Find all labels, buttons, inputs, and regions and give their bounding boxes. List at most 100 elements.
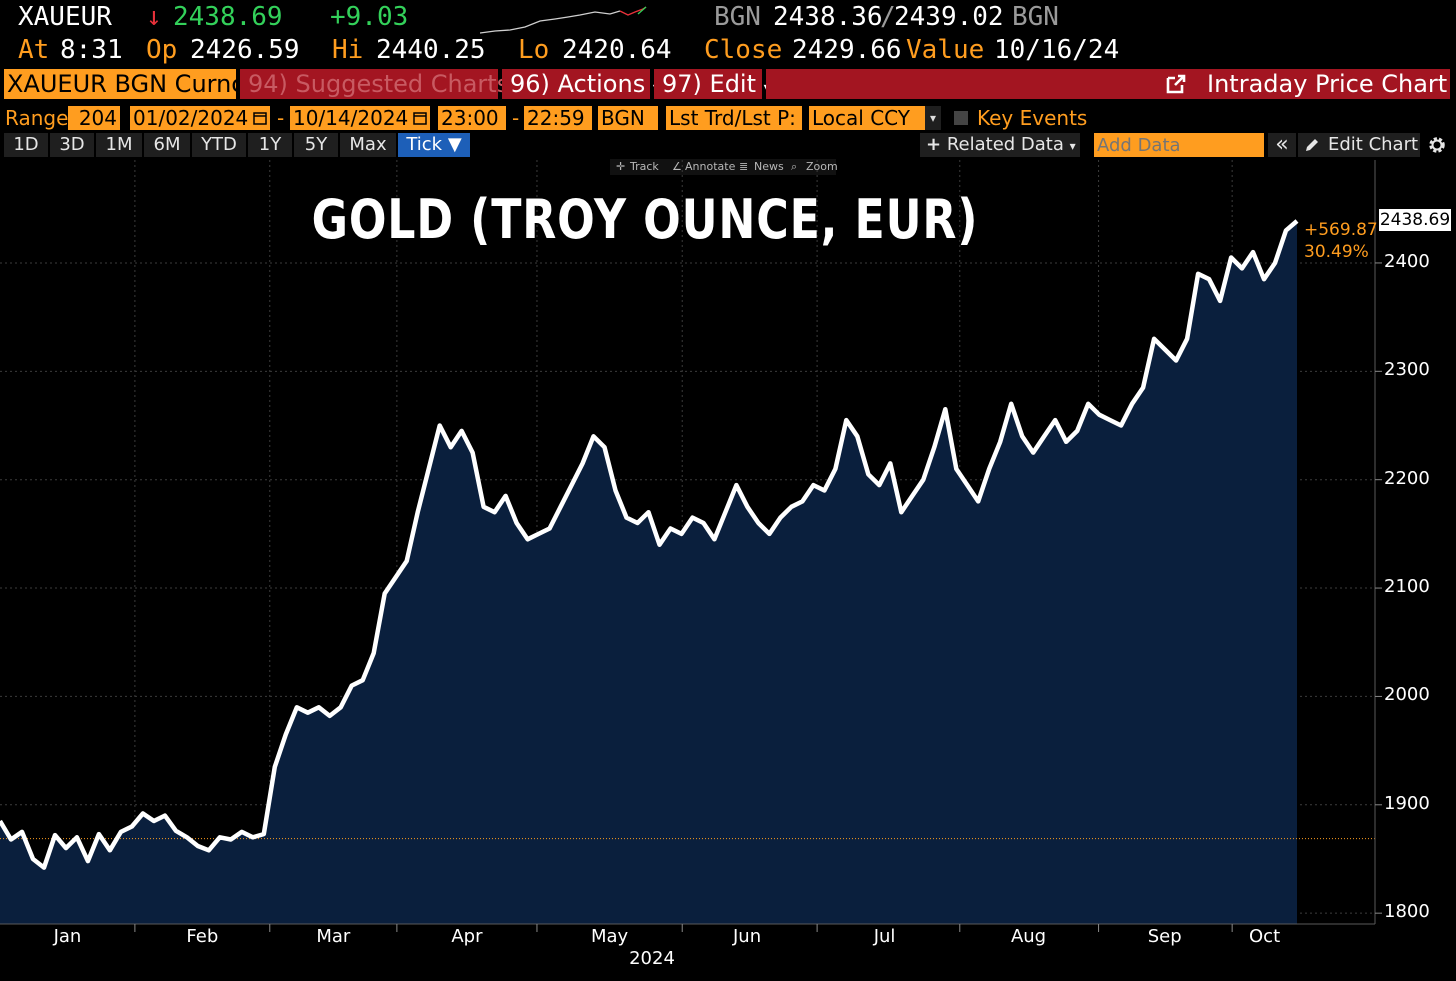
y-tick-label: 2300 <box>1384 359 1430 381</box>
range-value-field[interactable]: 204 <box>68 106 120 130</box>
start-date: 01/02/2024 <box>133 106 249 130</box>
y-tick-label: 1900 <box>1384 792 1430 814</box>
ticker: XAUEUR <box>18 2 112 32</box>
edit-menu[interactable]: 97) Edit ▾ <box>654 69 771 99</box>
start-time-field[interactable]: 23:00 <box>438 106 506 130</box>
x-tick-label: May <box>590 926 629 947</box>
tab-ytd[interactable]: YTD <box>192 133 246 157</box>
tab-tick[interactable]: Tick ▼ <box>398 133 470 157</box>
key-events-checkbox[interactable] <box>954 111 968 125</box>
edit-chart-label: Edit Chart <box>1328 134 1419 155</box>
related-data-button[interactable]: + Related Data ▾ <box>920 133 1080 157</box>
actions-menu[interactable]: 96) Actions ▾ <box>502 69 660 99</box>
track-button[interactable]: Track <box>630 160 659 173</box>
x-axis-year-label: 2024 <box>629 948 675 969</box>
high-value: 2440.25 <box>376 35 486 65</box>
y-axis-ticks <box>1375 262 1382 914</box>
source-field[interactable]: BGN <box>598 106 658 130</box>
add-data-input[interactable] <box>1094 133 1264 157</box>
percent-change-label: 30.49% <box>1304 242 1369 262</box>
open-value: 2426.59 <box>190 35 300 65</box>
price-area-fill <box>0 221 1297 924</box>
x-tick-label: Oct <box>1249 926 1281 947</box>
currency-dropdown-caret-icon[interactable]: ▾ <box>925 106 941 130</box>
value-date: 10/16/24 <box>994 35 1120 65</box>
bid-source: BGN <box>714 2 761 32</box>
y-tick-label: 2200 <box>1384 467 1430 489</box>
last-price-marker: 2438.69 <box>1379 209 1451 231</box>
news-icon: ≣ <box>739 160 749 173</box>
y-tick-label: 2100 <box>1384 576 1430 598</box>
at-label: At <box>18 35 50 65</box>
tab-6m[interactable]: 6M <box>144 133 190 157</box>
calendar-icon[interactable] <box>413 111 427 125</box>
suggested-charts-label: 94) Suggested Charts <box>248 70 510 98</box>
edit-label: 97) Edit <box>662 70 757 98</box>
quote-time: 8:31 <box>60 35 123 65</box>
x-tick-label: Jul <box>873 926 896 947</box>
chart-mini-toolbar: ✛ Track ∠ Annotate ≣ News ⌕ Zoom <box>610 159 838 175</box>
tab-3d[interactable]: 3D <box>50 133 94 157</box>
close-label: Close <box>704 35 783 65</box>
chart-title: GOLD (TROY OUNCE, EUR) <box>311 188 979 251</box>
close-value: 2429.66 <box>792 35 902 65</box>
x-tick-label: Jan <box>53 926 82 947</box>
tab-1y[interactable]: 1Y <box>248 133 292 157</box>
sparkline <box>480 6 647 34</box>
x-tick-label: Apr <box>451 926 483 947</box>
pencil-icon <box>1306 139 1318 151</box>
zoom-icon: ⌕ <box>791 160 798 173</box>
external-link-icon[interactable] <box>1164 72 1188 96</box>
tab-max[interactable]: Max <box>340 133 396 157</box>
collapse-chevrons-icon[interactable]: « <box>1268 133 1296 157</box>
last-price: 2438.69 <box>173 2 283 32</box>
end-date-field[interactable]: 10/14/2024 <box>290 106 430 130</box>
range-label: Range <box>5 106 69 130</box>
zoom-button[interactable]: Zoom <box>806 160 838 173</box>
value-label: Value <box>906 35 985 65</box>
tab-1d[interactable]: 1D <box>4 133 48 157</box>
related-data-label: Related Data <box>946 134 1064 155</box>
start-date-field[interactable]: 01/02/2024 <box>130 106 270 130</box>
end-date: 10/14/2024 <box>293 106 409 130</box>
annotate-button[interactable]: Annotate <box>685 160 736 173</box>
intraday-price-chart-title: Intraday Price Chart <box>1207 70 1448 98</box>
y-tick-label: 1800 <box>1384 901 1430 923</box>
end-time-field[interactable]: 22:59 <box>524 106 592 130</box>
net-change: +9.03 <box>330 2 409 32</box>
x-tick-label: Mar <box>316 926 351 947</box>
annotate-icon: ∠ <box>672 160 682 173</box>
ask-price: 2439.02 <box>894 2 1004 32</box>
change-label: +569.87 <box>1304 220 1378 240</box>
suggested-charts-menu[interactable]: 94) Suggested Charts ▾ <box>240 69 524 99</box>
calendar-icon[interactable] <box>253 111 267 125</box>
news-button[interactable]: News <box>754 160 784 173</box>
plus-icon: + <box>926 134 942 155</box>
y-tick-label: 2400 <box>1384 250 1430 272</box>
date-range-dash: - <box>277 106 285 130</box>
actions-label: 96) Actions <box>510 70 646 98</box>
currency-field[interactable]: Local CCY <box>809 106 925 130</box>
title-bar <box>766 69 1450 99</box>
low-value: 2420.64 <box>562 35 672 65</box>
price-line <box>0 219 1299 870</box>
tab-1m[interactable]: 1M <box>96 133 142 157</box>
edit-chart-button[interactable]: Edit Chart <box>1298 133 1420 157</box>
bid-ask-separator: / <box>880 2 896 32</box>
x-tick-label: Jun <box>733 926 762 947</box>
low-label: Lo <box>518 35 550 65</box>
key-events-label: Key Events <box>977 106 1088 130</box>
ask-source: BGN <box>1012 2 1059 32</box>
tab-5y[interactable]: 5Y <box>294 133 338 157</box>
security-field[interactable]: XAUEUR BGN Curncy <box>4 69 259 99</box>
open-label: Op <box>146 35 178 65</box>
high-label: Hi <box>332 35 364 65</box>
x-tick-label: Feb <box>186 926 219 947</box>
track-icon: ✛ <box>616 160 626 173</box>
gear-icon[interactable] <box>1426 134 1448 156</box>
caret-down-icon: ▾ <box>1069 139 1076 153</box>
price-field-selector[interactable]: Lst Trd/Lst P: <box>666 106 802 130</box>
x-tick-label: Aug <box>1010 926 1047 947</box>
time-range-dash: - <box>512 106 520 130</box>
